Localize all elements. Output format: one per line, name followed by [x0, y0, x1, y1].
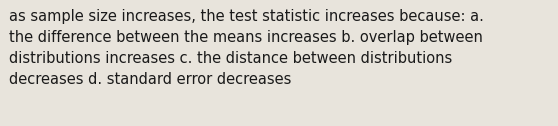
- Text: as sample size increases, the test statistic increases because: a.
the differenc: as sample size increases, the test stati…: [9, 9, 484, 87]
